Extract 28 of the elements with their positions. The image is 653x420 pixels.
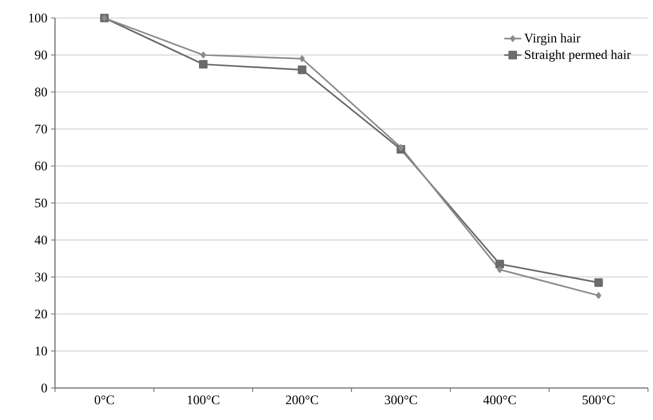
- point: [198, 60, 208, 69]
- point: [594, 278, 603, 287]
- x-tick-label: 500°C: [582, 396, 615, 404]
- y-tick-label: 100: [29, 14, 47, 22]
- point: [495, 260, 504, 268]
- point: [299, 55, 305, 62]
- legend-label: Straight permed hair: [524, 50, 631, 62]
- y-tick-label: 60: [35, 162, 47, 170]
- y-tick-label: 30: [35, 272, 47, 282]
- y-tick-label: 80: [34, 88, 47, 96]
- y-tick-label: 90: [34, 50, 47, 60]
- x-tick-label: 400°C: [483, 396, 516, 404]
- y-tick-label: 0: [41, 384, 47, 392]
- y-tick-label: 40: [34, 236, 47, 244]
- x-tick-label: 0°C: [94, 396, 114, 404]
- y-tick-label: 20: [35, 310, 47, 318]
- point: [497, 266, 502, 273]
- point: [398, 144, 404, 151]
- point: [298, 65, 306, 74]
- point: [200, 52, 206, 58]
- y-tick-label: 70: [35, 124, 47, 134]
- x-tick-label: 300°C: [384, 396, 417, 404]
- y-tick-label: 10: [36, 346, 47, 356]
- x-tick-label: 100°C: [188, 396, 220, 404]
- x-tick-label: 200°C: [286, 396, 318, 404]
- y-tick-label: 50: [35, 198, 47, 208]
- point: [596, 292, 602, 299]
- legend-label: Virgin hair: [524, 33, 580, 46]
